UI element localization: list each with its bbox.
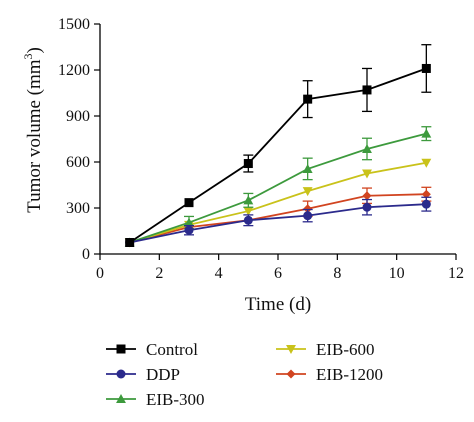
data-point — [303, 94, 313, 104]
legend-item-eib-300: EIB-300 — [106, 390, 205, 409]
series-line — [129, 161, 427, 244]
data-point — [303, 211, 313, 221]
data-point — [243, 159, 253, 169]
y-tick-label: 600 — [66, 154, 90, 171]
legend-item-eib-1200: EIB-1200 — [276, 365, 383, 384]
data-point — [302, 163, 313, 173]
data-point — [243, 215, 253, 225]
x-axis-label: Time (d) — [245, 294, 311, 315]
data-point — [421, 128, 432, 138]
legend-swatch-marker — [286, 369, 296, 379]
data-point — [302, 187, 313, 197]
data-point — [243, 195, 254, 205]
y-axis-label: Tumor volume (mm3) — [21, 47, 45, 213]
x-tick-label: 8 — [333, 265, 341, 282]
data-point — [184, 198, 194, 208]
data-point — [184, 225, 194, 235]
data-point — [421, 158, 432, 168]
legend-item-eib-600: EIB-600 — [276, 340, 375, 359]
legend-label: EIB-600 — [316, 340, 375, 359]
y-tick-label: 1500 — [58, 16, 90, 33]
y-tick-label: 300 — [66, 200, 90, 217]
data-point — [184, 217, 194, 227]
data-point — [362, 144, 372, 154]
y-tick-label: 0 — [82, 246, 90, 263]
x-tick-label: 4 — [215, 265, 223, 282]
data-point — [421, 63, 431, 73]
series-control — [125, 44, 432, 247]
series-layer — [124, 44, 432, 248]
y-tick-label: 1200 — [58, 62, 90, 79]
data-point — [362, 202, 372, 212]
x-tick-label: 12 — [448, 265, 464, 282]
data-point — [362, 191, 372, 201]
data-point — [125, 238, 135, 247]
legend: Control DDP EIB-300 EIB-600 EIB-1200 — [106, 340, 383, 409]
x-tick-label: 2 — [155, 265, 163, 282]
series-line — [129, 203, 427, 244]
legend-swatch-marker — [286, 344, 296, 354]
legend-item-ddp: DDP — [106, 365, 180, 384]
series-eib-300 — [124, 126, 432, 247]
legend-swatch-marker — [116, 369, 126, 379]
data-point — [421, 199, 431, 209]
y-tick-label: 900 — [66, 108, 90, 125]
legend-label: EIB-300 — [146, 390, 205, 409]
data-point — [362, 169, 372, 179]
legend-swatch-marker — [116, 344, 126, 354]
x-tick-label: 10 — [389, 265, 405, 282]
y-axis: 0 300 600 900 1200 1500 — [58, 16, 100, 263]
legend-item-control: Control — [106, 340, 198, 359]
x-tick-label: 0 — [96, 265, 104, 282]
data-point — [362, 85, 372, 95]
legend-label: EIB-1200 — [316, 365, 383, 384]
x-tick-label: 6 — [274, 265, 282, 282]
series-line — [129, 193, 427, 244]
legend-label: DDP — [146, 365, 180, 384]
series-ddp — [125, 196, 432, 247]
series-line — [129, 67, 427, 244]
legend-label: Control — [146, 340, 198, 359]
x-axis: 0 2 4 6 8 10 12 — [96, 254, 464, 282]
legend-swatch-marker — [116, 394, 126, 404]
data-point — [243, 207, 254, 217]
data-point — [303, 204, 313, 214]
series-line — [129, 132, 427, 244]
data-point — [421, 189, 431, 199]
